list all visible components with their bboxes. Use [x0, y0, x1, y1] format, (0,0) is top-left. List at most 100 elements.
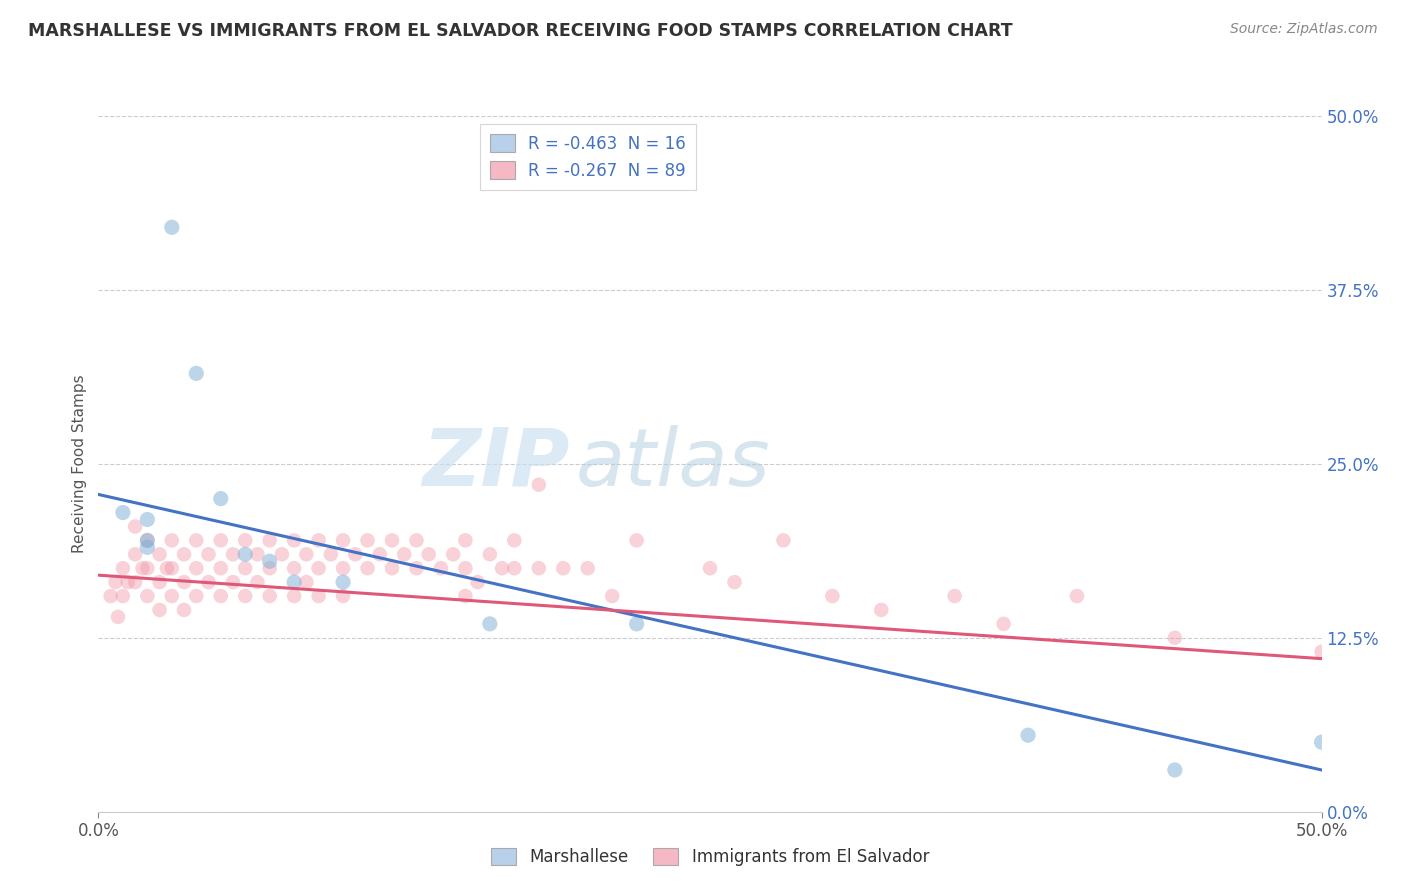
Point	[1017, 728, 1039, 742]
Point	[626, 533, 648, 548]
Point	[308, 561, 330, 575]
Point	[491, 561, 513, 575]
Point	[344, 547, 367, 561]
Point	[173, 575, 195, 590]
Point	[699, 561, 721, 575]
Point	[233, 589, 256, 603]
Point	[553, 561, 575, 575]
Point	[156, 561, 179, 575]
Point	[527, 561, 550, 575]
Point	[454, 561, 477, 575]
Point	[209, 561, 232, 575]
Point	[136, 589, 159, 603]
Point	[136, 541, 159, 555]
Point	[173, 603, 195, 617]
Point	[136, 533, 159, 548]
Point	[160, 589, 183, 603]
Point	[259, 554, 281, 568]
Point	[124, 519, 146, 533]
Point	[160, 533, 183, 548]
Point	[131, 561, 153, 575]
Point	[993, 616, 1015, 631]
Point	[576, 561, 599, 575]
Point	[149, 603, 172, 617]
Point	[405, 533, 427, 548]
Text: atlas: atlas	[575, 425, 770, 503]
Point	[1066, 589, 1088, 603]
Point	[283, 561, 305, 575]
Point	[295, 575, 318, 590]
Point	[209, 533, 232, 548]
Point	[368, 547, 391, 561]
Point	[246, 547, 269, 561]
Point	[503, 533, 526, 548]
Point	[186, 589, 208, 603]
Point	[441, 547, 464, 561]
Point	[124, 575, 146, 590]
Point	[1164, 763, 1187, 777]
Point	[356, 533, 378, 548]
Point	[308, 589, 330, 603]
Point	[381, 533, 404, 548]
Point	[600, 589, 623, 603]
Point	[209, 589, 232, 603]
Point	[111, 589, 134, 603]
Text: MARSHALLESE VS IMMIGRANTS FROM EL SALVADOR RECEIVING FOOD STAMPS CORRELATION CHA: MARSHALLESE VS IMMIGRANTS FROM EL SALVAD…	[28, 22, 1012, 40]
Y-axis label: Receiving Food Stamps: Receiving Food Stamps	[72, 375, 87, 553]
Point	[173, 547, 195, 561]
Point	[136, 533, 159, 548]
Point	[1164, 631, 1187, 645]
Point	[259, 533, 281, 548]
Text: ZIP: ZIP	[422, 425, 569, 503]
Text: Source: ZipAtlas.com: Source: ZipAtlas.com	[1230, 22, 1378, 37]
Point	[222, 575, 245, 590]
Point	[503, 561, 526, 575]
Point	[332, 589, 354, 603]
Point	[392, 547, 416, 561]
Point	[527, 477, 550, 491]
Point	[478, 616, 501, 631]
Point	[136, 512, 159, 526]
Point	[186, 561, 208, 575]
Point	[626, 616, 648, 631]
Point	[197, 575, 219, 590]
Point	[356, 561, 378, 575]
Point	[222, 547, 245, 561]
Point	[111, 506, 134, 520]
Point	[160, 220, 183, 235]
Point	[233, 561, 256, 575]
Point	[283, 575, 305, 590]
Point	[1310, 735, 1333, 749]
Point	[104, 575, 127, 590]
Point	[295, 547, 318, 561]
Point	[160, 561, 183, 575]
Point	[283, 589, 305, 603]
Point	[308, 533, 330, 548]
Point	[870, 603, 893, 617]
Point	[111, 561, 134, 575]
Point	[430, 561, 453, 575]
Point	[136, 561, 159, 575]
Point	[259, 589, 281, 603]
Point	[233, 533, 256, 548]
Point	[943, 589, 966, 603]
Point	[1310, 645, 1333, 659]
Point	[332, 575, 354, 590]
Point	[107, 610, 129, 624]
Point	[270, 547, 294, 561]
Legend: Marshallese, Immigrants from El Salvador: Marshallese, Immigrants from El Salvador	[484, 841, 936, 873]
Point	[467, 575, 489, 590]
Point	[454, 533, 477, 548]
Point	[233, 547, 256, 561]
Point	[149, 547, 172, 561]
Point	[283, 533, 305, 548]
Point	[186, 533, 208, 548]
Point	[124, 547, 146, 561]
Point	[772, 533, 794, 548]
Point	[246, 575, 269, 590]
Point	[723, 575, 745, 590]
Point	[117, 575, 139, 590]
Point	[478, 547, 501, 561]
Point	[197, 547, 219, 561]
Point	[821, 589, 844, 603]
